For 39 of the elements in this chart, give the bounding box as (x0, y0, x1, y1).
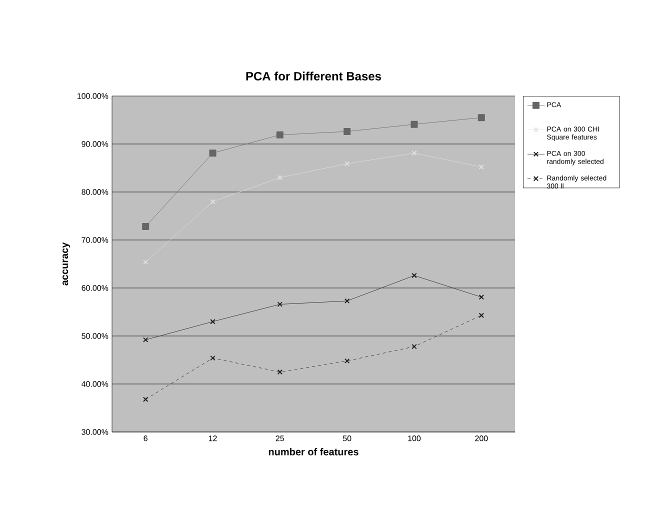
y-tick-label: 60.00% (82, 285, 108, 291)
point (142, 337, 148, 342)
y-tick-label: 50.00% (82, 333, 108, 339)
x-tick-label: 25 (276, 436, 284, 442)
y-tick-label: 70.00% (82, 237, 108, 243)
point (142, 396, 148, 402)
y-axis-title: accuracy (62, 242, 70, 286)
x-axis-title: number of features (268, 448, 358, 456)
point (344, 298, 350, 304)
x-tick-label: 12 (208, 436, 217, 442)
point (210, 198, 216, 204)
point (344, 161, 350, 166)
y-tick-label: 80.00% (82, 189, 108, 195)
point (210, 355, 216, 361)
point (209, 150, 216, 157)
point (478, 312, 484, 318)
point (277, 302, 283, 307)
point (478, 114, 485, 122)
x-tick-label: 50 (342, 436, 352, 442)
point (412, 150, 417, 156)
point (412, 272, 417, 278)
x-tick-label: 200 (475, 436, 488, 442)
point (142, 223, 150, 230)
x-tick-label: 6 (144, 436, 148, 442)
y-tick-label: 90.00% (82, 141, 108, 147)
y-tick-label: 100.00% (78, 93, 108, 99)
point (277, 174, 283, 180)
y-tick-label: 40.00% (82, 381, 108, 387)
chart-title: PCA for Different Bases (246, 72, 381, 80)
point (210, 318, 216, 324)
point (410, 120, 418, 128)
point (276, 131, 284, 138)
y-tick-label: 30.00% (82, 429, 108, 435)
point (344, 358, 350, 364)
point (344, 128, 351, 136)
point (142, 259, 148, 265)
x-tick-label: 100 (408, 436, 421, 442)
point (412, 344, 417, 350)
point (277, 369, 283, 375)
